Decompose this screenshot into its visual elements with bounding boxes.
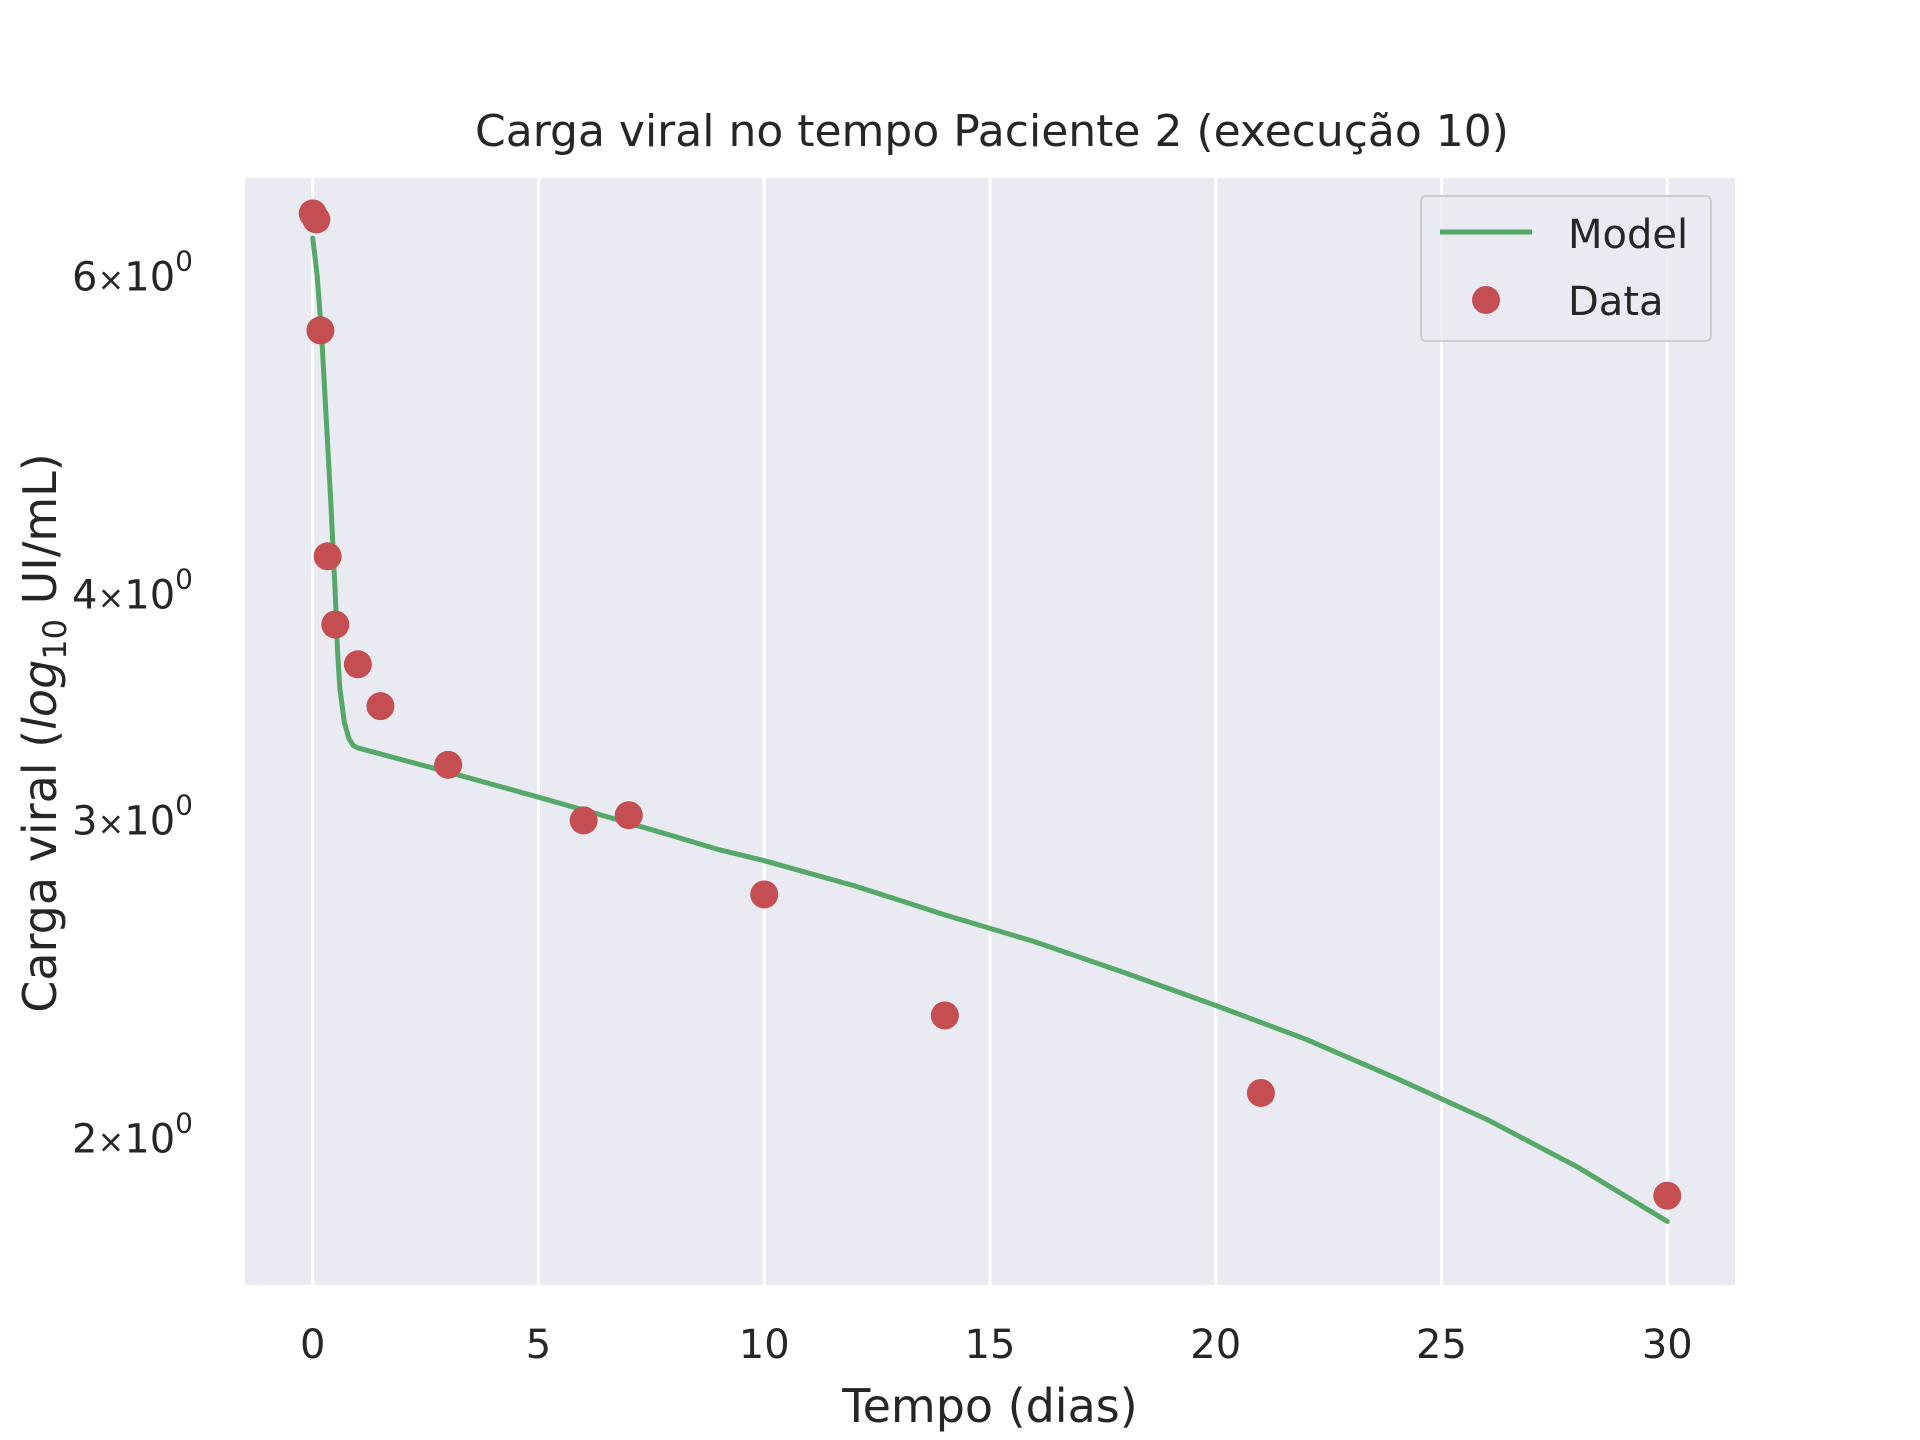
data-point: [313, 542, 342, 571]
y-tick-times: ×: [97, 260, 124, 298]
data-point: [1653, 1181, 1682, 1210]
legend-data-swatch: [1472, 286, 1500, 314]
data-point: [366, 692, 395, 721]
x-axis-label: Tempo (dias): [841, 1379, 1137, 1433]
y-tick-exponent: 0: [175, 1107, 193, 1140]
data-point: [306, 316, 335, 345]
data-point: [1246, 1078, 1275, 1107]
y-tick-ten: 10: [124, 1117, 175, 1163]
y-tick-exponent: 0: [175, 244, 193, 277]
x-tick-label: 15: [965, 1322, 1016, 1368]
data-point: [434, 750, 463, 779]
x-axis-ticks: 0 5 10 15 20 25 30: [300, 1322, 1693, 1368]
data-point: [343, 650, 372, 679]
data-point: [569, 806, 598, 835]
y-tick-times: ×: [97, 579, 124, 617]
model-line: [310, 235, 1670, 1224]
model-series: [310, 235, 1670, 1224]
y-tick-exponent: 0: [175, 788, 193, 821]
x-tick-label: 30: [1642, 1322, 1693, 1368]
y-tick-base: 2: [72, 1117, 97, 1163]
chart-title: Carga viral no tempo Paciente 2 (execuçã…: [475, 106, 1509, 157]
legend-model-label: Model: [1568, 212, 1688, 258]
x-tick-label: 10: [739, 1322, 790, 1368]
y-axis-label: Carga viral (log10 UI/mL): [13, 453, 74, 1012]
y-tick-times: ×: [97, 804, 124, 842]
y-tick-base: 6: [72, 254, 97, 300]
legend-data-label: Data: [1568, 279, 1664, 325]
legend: Model Data: [1420, 195, 1712, 342]
y-axis-label-prefix: Carga viral (: [13, 730, 67, 1013]
y-tick-label: 2×100: [72, 1107, 193, 1163]
y-tick-times: ×: [97, 1123, 124, 1161]
y-tick-base: 4: [72, 573, 97, 619]
y-tick-label: 3×100: [72, 788, 193, 844]
y-axis-label-suffix: UI/mL): [13, 453, 67, 619]
y-tick-ten: 10: [124, 798, 175, 844]
y-tick-exponent: 0: [175, 563, 193, 596]
data-point: [930, 1001, 959, 1030]
y-axis-label-log: log: [13, 660, 67, 730]
x-tick-label: 25: [1416, 1322, 1467, 1368]
x-tick-label: 0: [300, 1322, 325, 1368]
x-tick-label: 5: [526, 1322, 551, 1368]
data-point: [614, 801, 643, 830]
y-axis-label-subscript: 10: [36, 619, 74, 660]
y-tick-ten: 10: [124, 573, 175, 619]
y-tick-label: 4×100: [72, 563, 193, 619]
y-tick-base: 3: [72, 798, 97, 844]
data-point: [750, 880, 779, 909]
x-tick-label: 20: [1190, 1322, 1241, 1368]
data-point: [302, 205, 331, 234]
data-point: [321, 610, 350, 639]
data-series: [298, 199, 1682, 1210]
y-tick-label: 6×100: [72, 244, 193, 300]
y-tick-ten: 10: [124, 254, 175, 300]
